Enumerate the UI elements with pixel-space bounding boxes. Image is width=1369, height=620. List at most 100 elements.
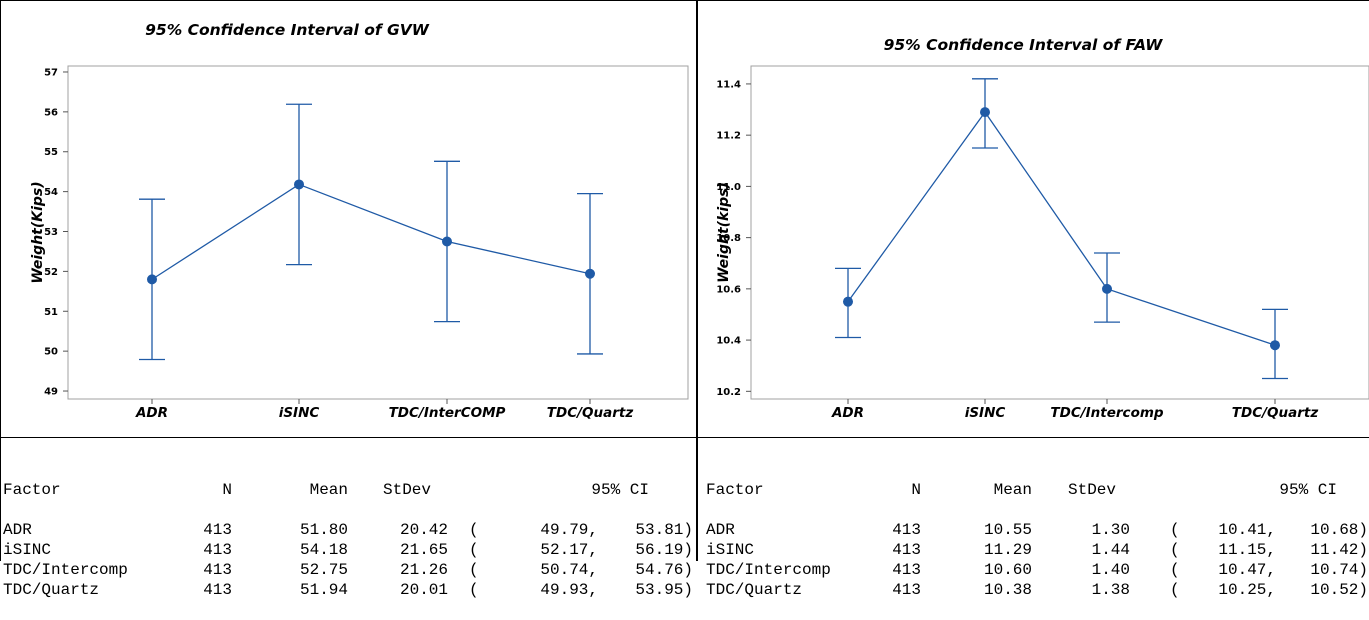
x-tick-label: iSINC	[965, 405, 1006, 421]
ci-paren-cell: (	[1170, 581, 1180, 599]
table-row: TDC/Intercomp 413 52.75 21.26 (50.74, 54.76)	[3, 560, 693, 580]
y-tick-label: 57	[44, 67, 58, 78]
ci-lower-cell: 10.25,	[1218, 581, 1276, 599]
ci-paren-cell: (	[1170, 541, 1180, 559]
x-tick-label: TDC/InterCOMP	[389, 405, 506, 421]
mean-cell: 10.60	[983, 561, 1032, 579]
mean-point	[147, 274, 157, 285]
header-factor: Factor	[706, 481, 764, 499]
mean-cell: 52.75	[299, 561, 348, 579]
mean-point	[1102, 283, 1112, 294]
stdev-cell: 1.30	[1091, 521, 1130, 539]
faw-chart-panel: 95% Confidence Interval of FAW Weight(kip…	[698, 0, 1369, 437]
ci-paren-cell: (	[469, 521, 479, 539]
ci-lower-cell: 52.17,	[540, 541, 598, 559]
table-row: TDC/Quartz 413 51.94 20.01 (49.93, 53.95)	[3, 580, 693, 600]
gvw-chart: 95% Confidence Interval of GVW Weight(Kip…	[30, 21, 689, 421]
ci-paren-cell: (	[469, 561, 479, 579]
n-cell: 413	[203, 541, 232, 559]
factor-cell: TDC/Quartz	[706, 581, 803, 599]
stdev-cell: 20.01	[399, 581, 448, 599]
x-tick-label: TDC/Quartz	[547, 405, 634, 421]
ci-lower-cell: 10.47,	[1218, 561, 1276, 579]
ci-paren-cell: (	[469, 541, 479, 559]
ci-lower-cell: 49.79,	[540, 521, 598, 539]
y-tick-label: 10.4	[716, 336, 741, 347]
mean-cell: 10.55	[983, 521, 1032, 539]
panel-divider	[696, 0, 698, 561]
table-header-row: Factor N Mean StDev 95% CI	[3, 480, 693, 500]
y-tick-label: 50	[44, 347, 58, 358]
plot-area-border	[67, 65, 689, 400]
header-factor: Factor	[3, 481, 61, 499]
stdev-cell: 21.26	[399, 561, 448, 579]
mean-point	[294, 179, 304, 190]
mean-cell: 51.94	[299, 581, 348, 599]
ci-lower-cell: 50.74,	[540, 561, 598, 579]
chart-title: 95% Confidence Interval of GVW	[145, 21, 430, 39]
factor-cell: TDC/Intercomp	[3, 561, 128, 579]
ci-upper-cell: 10.74)	[1310, 561, 1368, 579]
table-row: TDC/Intercomp 413 10.60 1.40 (10.47, 10.74)	[706, 560, 1368, 580]
y-tick-label: 11.4	[716, 79, 741, 90]
header-n: N	[911, 481, 921, 499]
header-ci: 95% CI	[1279, 481, 1337, 499]
mean-point	[980, 107, 990, 118]
n-cell: 413	[892, 521, 921, 539]
ci-upper-cell: 53.95)	[635, 581, 693, 599]
mean-cell: 54.18	[299, 541, 348, 559]
table-row: iSINC 413 11.29 1.44 (11.15, 11.42)	[706, 540, 1368, 560]
ci-lower-cell: 49.93,	[540, 581, 598, 599]
n-cell: 413	[203, 581, 232, 599]
table-header-row: Factor N Mean StDev 95% CI	[706, 480, 1368, 500]
x-tick-label: iSINC	[279, 405, 320, 421]
mean-line	[151, 183, 591, 280]
y-tick-label: 54	[44, 187, 58, 198]
y-tick-label: 56	[44, 107, 58, 118]
ci-paren-cell: (	[469, 581, 479, 599]
y-axis-label: Weight(Kips)	[30, 181, 46, 283]
y-tick-label: 11.0	[716, 182, 741, 193]
factor-cell: TDC/Quartz	[3, 581, 100, 599]
y-tick-label: 10.2	[716, 387, 741, 398]
mean-point	[1270, 340, 1280, 351]
faw-chart: 95% Confidence Interval of FAW Weight(kip…	[716, 36, 1369, 421]
ci-lower-cell: 10.41,	[1218, 521, 1276, 539]
mean-point	[585, 268, 595, 279]
factor-cell: iSINC	[3, 541, 52, 559]
figure-frame	[0, 0, 1369, 561]
stdev-cell: 21.65	[399, 541, 448, 559]
ci-upper-cell: 54.76)	[635, 561, 693, 579]
n-cell: 413	[892, 561, 921, 579]
stdev-cell: 1.40	[1091, 561, 1130, 579]
y-tick-label: 51	[44, 307, 58, 318]
y-tick-label: 55	[44, 147, 58, 158]
factor-cell: ADR	[706, 521, 735, 539]
factor-cell: ADR	[3, 521, 32, 539]
header-mean: Mean	[309, 481, 348, 499]
gvw-stats-table: Factor N Mean StDev 95% CI ADR 413 51.80 20…	[3, 440, 693, 600]
n-cell: 413	[203, 561, 232, 579]
ci-lower-cell: 11.15,	[1218, 541, 1276, 559]
stdev-cell: 1.38	[1091, 581, 1130, 599]
stdev-cell: 20.42	[399, 521, 448, 539]
ci-paren-cell: (	[1170, 561, 1180, 579]
ci-paren-cell: (	[1170, 521, 1180, 539]
header-stdev: StDev	[383, 481, 432, 499]
header-stdev: StDev	[1068, 481, 1117, 499]
header-mean: Mean	[993, 481, 1032, 499]
x-tick-label: TDC/Intercomp	[1050, 405, 1163, 421]
table-divider	[0, 437, 1369, 438]
ci-upper-cell: 10.52)	[1310, 581, 1368, 599]
chart-title: 95% Confidence Interval of FAW	[884, 36, 1164, 54]
y-tick-label: 10.6	[716, 284, 741, 295]
factor-cell: TDC/Intercomp	[706, 561, 831, 579]
n-cell: 413	[203, 521, 232, 539]
x-tick-label: ADR	[135, 405, 168, 421]
header-ci: 95% CI	[591, 481, 649, 499]
x-tick-label: TDC/Quartz	[1232, 405, 1319, 421]
mean-cell: 11.29	[983, 541, 1032, 559]
y-tick-label: 10.8	[716, 233, 741, 244]
y-axis-label: Weight(kips)	[716, 182, 732, 283]
ci-upper-cell: 11.42)	[1310, 541, 1368, 559]
